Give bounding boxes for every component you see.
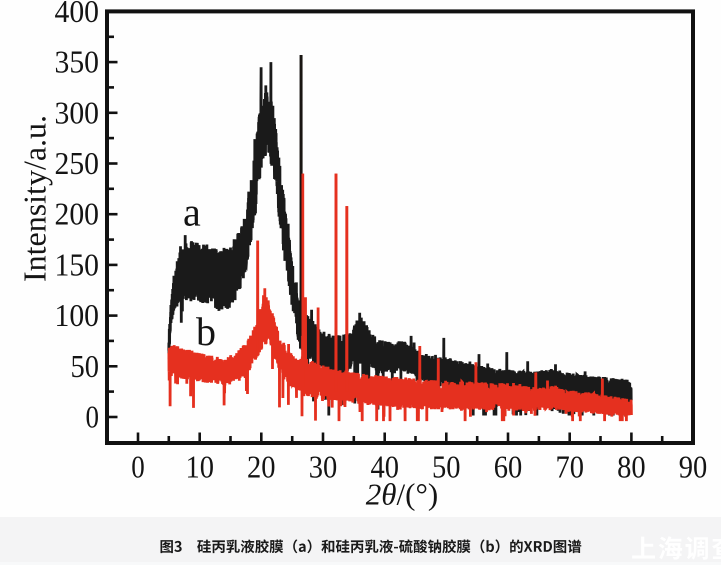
- svg-text:400: 400: [55, 0, 100, 29]
- svg-text:a: a: [183, 190, 201, 235]
- svg-text:350: 350: [55, 44, 100, 80]
- svg-text:300: 300: [55, 94, 100, 130]
- svg-text:20: 20: [247, 449, 276, 485]
- svg-text:50: 50: [432, 449, 461, 485]
- svg-text:80: 80: [617, 449, 646, 485]
- svg-text:40: 40: [370, 449, 399, 485]
- svg-text:60: 60: [494, 449, 523, 485]
- svg-text:0: 0: [86, 399, 100, 435]
- svg-text:Intensity/a.u.: Intensity/a.u.: [17, 115, 53, 282]
- svg-text:50: 50: [71, 348, 100, 384]
- svg-text:150: 150: [55, 246, 100, 282]
- svg-text:b: b: [196, 309, 216, 354]
- svg-text:30: 30: [309, 449, 338, 485]
- svg-text:250: 250: [55, 145, 100, 181]
- svg-text:10: 10: [185, 449, 214, 485]
- svg-text:2θ/(°): 2θ/(°): [366, 477, 438, 512]
- svg-text:70: 70: [555, 449, 584, 485]
- svg-text:100: 100: [55, 297, 100, 333]
- svg-text:90: 90: [679, 449, 708, 485]
- svg-text:200: 200: [55, 196, 100, 232]
- svg-text:0: 0: [131, 449, 145, 485]
